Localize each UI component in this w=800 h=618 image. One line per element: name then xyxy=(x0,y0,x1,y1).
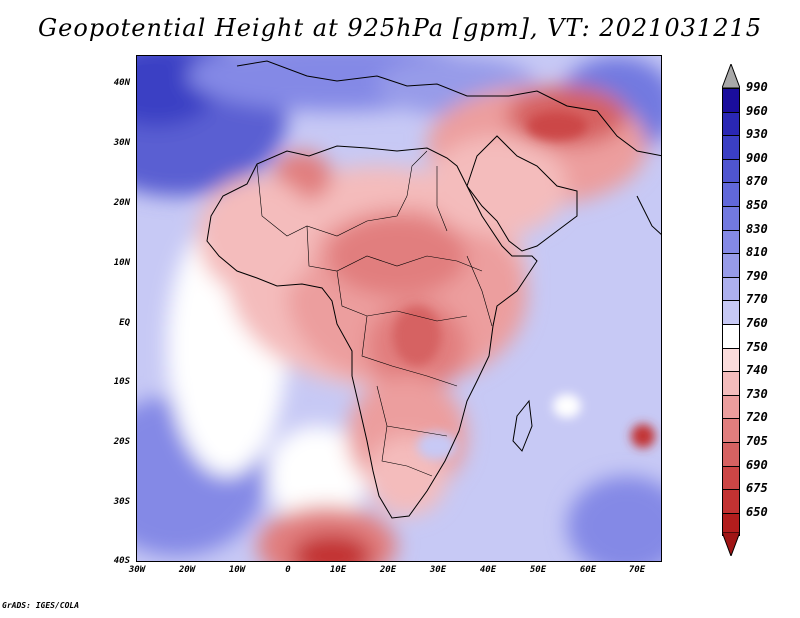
x-tick-label: 60E xyxy=(579,565,597,575)
colorbar-segment xyxy=(722,158,740,183)
colorbar-segment xyxy=(722,371,740,395)
colorbar xyxy=(722,88,740,537)
geopotential-field xyxy=(137,56,661,561)
x-tick-label: 30W xyxy=(128,565,146,575)
y-tick-label: EQ xyxy=(119,318,130,328)
colorbar-label: 760 xyxy=(746,316,768,330)
colorbar-segment xyxy=(722,465,740,490)
colorbar-segment xyxy=(722,441,740,466)
colorbar-label: 690 xyxy=(746,457,768,472)
y-tick-label: 40N xyxy=(113,78,130,88)
asia-coast xyxy=(508,90,661,157)
x-tick-label: 40E xyxy=(479,565,497,575)
colorbar-label: 830 xyxy=(746,221,768,236)
x-tick-label: 20E xyxy=(379,565,397,575)
colorbar-label: 730 xyxy=(746,386,768,401)
colorbar-segment xyxy=(722,347,740,372)
colorbar-label: 960 xyxy=(746,103,768,118)
colorbar-segment xyxy=(722,489,740,513)
y-tick-label: 40S xyxy=(113,556,130,566)
x-tick-label: 70E xyxy=(628,565,646,575)
y-tick-label: 30S xyxy=(113,497,130,507)
africa-coast xyxy=(206,145,538,519)
colorbar-bottom-arrow xyxy=(722,532,740,556)
y-tick-label: 20S xyxy=(113,437,130,447)
europe-coast xyxy=(236,60,509,97)
colorbar-label: 850 xyxy=(746,198,768,212)
colorbar-segment xyxy=(722,253,740,277)
country-borders xyxy=(256,150,493,477)
colorbar-segment xyxy=(722,300,740,324)
colorbar-top-arrow xyxy=(722,64,740,88)
colorbar-label: 930 xyxy=(746,127,768,142)
field-detail xyxy=(393,112,655,460)
arabia-coast xyxy=(466,135,578,252)
x-tick-label: 10E xyxy=(329,565,347,575)
colorbar-label: 810 xyxy=(746,245,768,260)
coastlines xyxy=(206,60,661,519)
colorbar-label: 870 xyxy=(746,174,768,189)
y-tick-label: 10S xyxy=(113,377,130,387)
x-tick-label: 30E xyxy=(429,565,447,575)
colorbar-segment xyxy=(722,88,740,112)
colorbar-segment xyxy=(722,135,740,159)
field-shading xyxy=(137,56,661,561)
y-tick-label: 10N xyxy=(113,258,130,268)
colorbar-label: 900 xyxy=(746,150,768,165)
chart-title: Geopotential Height at 925hPa [gpm], VT:… xyxy=(38,14,762,42)
madagascar-coast xyxy=(512,399,533,452)
colorbar-label: 705 xyxy=(746,434,768,448)
colorbar-segment xyxy=(722,229,740,254)
colorbar-label: 990 xyxy=(746,80,768,94)
y-tick-label: 30N xyxy=(113,138,130,148)
colorbar-label: 770 xyxy=(746,292,768,307)
colorbar-segment xyxy=(722,111,740,136)
x-tick-label: 0 xyxy=(285,565,291,575)
x-tick-label: 10W xyxy=(228,565,246,575)
colorbar-label: 675 xyxy=(746,481,768,496)
india-coast xyxy=(636,195,661,235)
colorbar-segment xyxy=(722,205,740,230)
colorbar-label: 790 xyxy=(746,268,768,283)
colorbar-label: 650 xyxy=(746,504,768,519)
map-panel xyxy=(136,55,662,562)
colorbar-segment xyxy=(722,276,740,301)
colorbar-label: 740 xyxy=(746,363,768,378)
colorbar-segment xyxy=(722,182,740,206)
colorbar-segment xyxy=(722,394,740,419)
colorbar-label: 720 xyxy=(746,410,768,425)
x-tick-label: 20W xyxy=(178,565,196,575)
x-tick-label: 50E xyxy=(529,565,547,575)
colorbar-segment xyxy=(722,418,740,442)
colorbar-segment xyxy=(722,323,740,348)
colorbar-label: 750 xyxy=(746,339,768,354)
y-tick-label: 20N xyxy=(113,198,130,208)
credit-text: GrADS: IGES/COLA xyxy=(2,601,80,610)
